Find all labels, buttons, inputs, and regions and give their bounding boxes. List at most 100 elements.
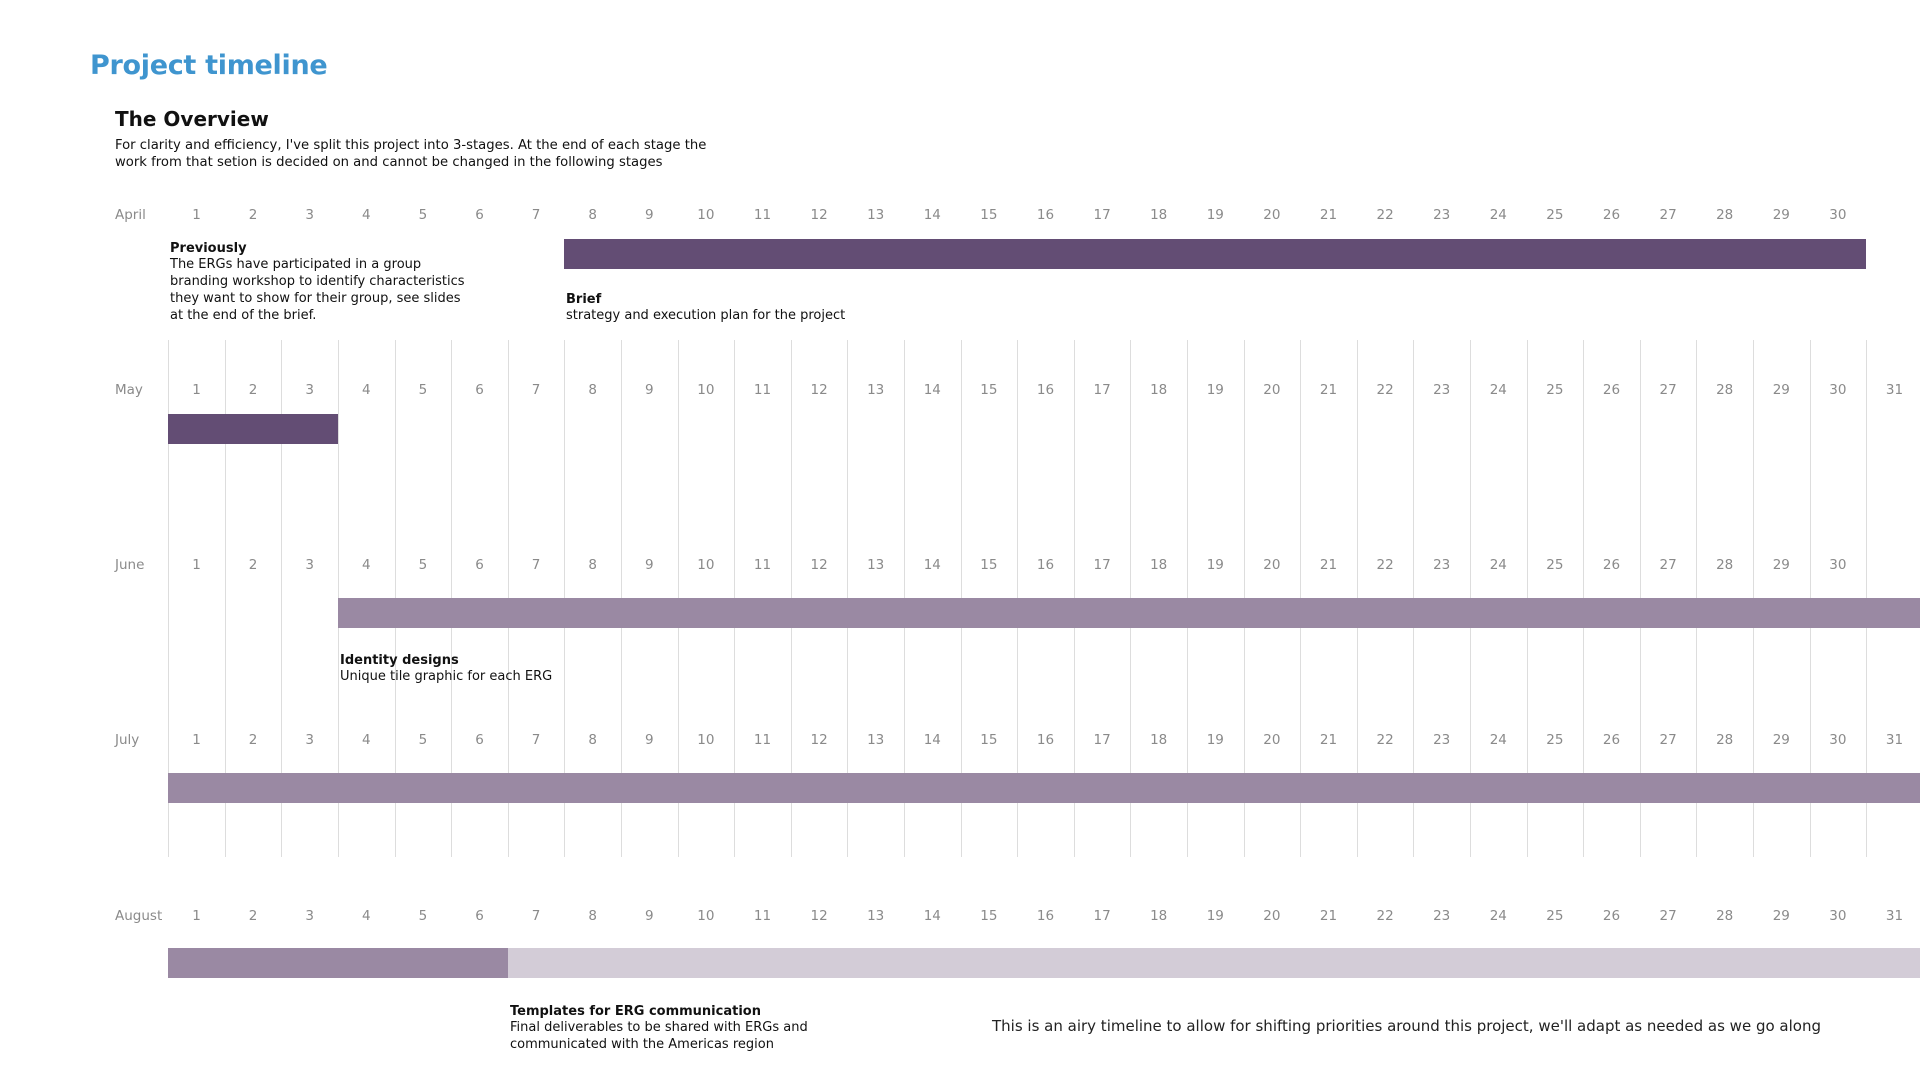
day-label: 6 (475, 908, 484, 924)
day-label: 28 (1716, 207, 1734, 223)
note-templates-title: Templates for ERG communication (510, 1004, 761, 1019)
day-label: 18 (1150, 557, 1168, 573)
day-label: 14 (923, 908, 941, 924)
day-label: 24 (1489, 207, 1507, 223)
day-label: 8 (588, 732, 597, 748)
day-label: 18 (1150, 207, 1168, 223)
day-label: 6 (475, 207, 484, 223)
day-label: 4 (362, 382, 371, 398)
gridline (395, 688, 396, 857)
day-label: 22 (1376, 382, 1394, 398)
note-brief-text: strategy and execution plan for the proj… (566, 308, 846, 323)
gridline (508, 688, 509, 857)
note-brief: Brief strategy and execution plan for th… (566, 292, 966, 324)
month-label-april: April (115, 207, 146, 223)
gridline (508, 340, 509, 513)
day-label: 27 (1659, 557, 1677, 573)
day-label: 13 (867, 207, 885, 223)
day-label: 31 (1885, 382, 1904, 398)
day-label: 30 (1829, 557, 1847, 573)
gridline (281, 513, 282, 688)
day-label: 7 (531, 207, 541, 223)
note-identity-text: Unique tile graphic for each ERG (340, 669, 553, 684)
gridline (961, 340, 962, 513)
gridline (621, 688, 622, 857)
day-label: 6 (475, 557, 484, 573)
day-label: 12 (810, 382, 828, 398)
day-label: 22 (1376, 732, 1394, 748)
day-label: 9 (645, 382, 654, 398)
day-label: 5 (418, 908, 428, 924)
day-label: 27 (1659, 732, 1677, 748)
day-label: 11 (753, 557, 772, 573)
day-label: 26 (1602, 207, 1621, 223)
day-label: 17 (1093, 557, 1111, 573)
day-label: 4 (362, 557, 371, 573)
day-label: 24 (1489, 382, 1507, 398)
day-label: 23 (1433, 207, 1451, 223)
gridline (1696, 340, 1697, 513)
day-label: 15 (980, 732, 998, 748)
gridline (1130, 688, 1131, 857)
day-label: 24 (1489, 908, 1507, 924)
day-label: 22 (1376, 207, 1394, 223)
month-label-august: August (115, 908, 163, 924)
gridline (1244, 688, 1245, 857)
day-label: 19 (1206, 732, 1224, 748)
day-label: 2 (248, 207, 258, 223)
day-label: 19 (1206, 207, 1224, 223)
day-label: 8 (588, 908, 597, 924)
gridline (1244, 340, 1245, 513)
day-label: 9 (645, 557, 654, 573)
day-label: 23 (1433, 382, 1451, 398)
day-label: 9 (645, 207, 654, 223)
month-label-june: June (115, 557, 145, 573)
gridline (1017, 340, 1018, 513)
brief-bar-continued (168, 414, 338, 444)
day-label: 12 (810, 207, 828, 223)
day-label: 30 (1829, 207, 1847, 223)
day-label: 23 (1433, 557, 1451, 573)
day-label: 27 (1659, 382, 1677, 398)
day-label: 16 (1036, 732, 1055, 748)
day-label: 2 (248, 908, 258, 924)
day-label: 19 (1206, 382, 1224, 398)
gridline (961, 688, 962, 857)
day-label: 3 (305, 382, 314, 398)
day-label: 20 (1263, 908, 1281, 924)
day-label: 8 (588, 557, 597, 573)
day-label: 3 (305, 557, 314, 573)
gridline (281, 688, 282, 857)
day-label: 28 (1716, 382, 1734, 398)
day-label: 7 (531, 732, 541, 748)
day-label: 21 (1319, 382, 1338, 398)
gridline (168, 688, 169, 857)
gridline (225, 688, 226, 857)
gridline (1187, 688, 1188, 857)
day-label: 27 (1659, 207, 1677, 223)
identity-designs-bar-end (168, 948, 508, 978)
day-label: 7 (531, 557, 541, 573)
day-label: 26 (1602, 382, 1621, 398)
day-label: 30 (1829, 908, 1847, 924)
day-label: 17 (1093, 207, 1111, 223)
gridline (168, 513, 169, 688)
day-label: 14 (923, 557, 941, 573)
day-label: 29 (1772, 732, 1790, 748)
day-label: 19 (1206, 557, 1224, 573)
day-label: 23 (1433, 908, 1451, 924)
gridline (1187, 340, 1188, 513)
day-label: 28 (1716, 908, 1734, 924)
day-label: 12 (810, 732, 828, 748)
day-label: 25 (1546, 732, 1564, 748)
day-label: 21 (1319, 207, 1338, 223)
overview-heading: The Overview (115, 107, 269, 131)
templates-bar (508, 948, 1920, 978)
day-label: 16 (1036, 557, 1055, 573)
day-label: 20 (1263, 732, 1281, 748)
day-label: 15 (980, 908, 998, 924)
day-label: 5 (418, 207, 428, 223)
day-label: 1 (192, 732, 201, 748)
day-label: 25 (1546, 382, 1564, 398)
gridline (904, 688, 905, 857)
